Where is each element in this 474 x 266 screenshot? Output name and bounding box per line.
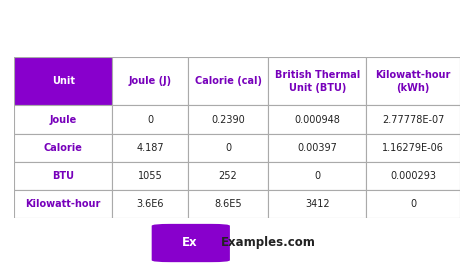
Bar (268, 162, 366, 190)
Bar (366, 57, 460, 106)
Bar (14, 162, 112, 190)
Text: 1055: 1055 (138, 171, 163, 181)
Bar (366, 190, 460, 218)
Text: 3.6E6: 3.6E6 (137, 199, 164, 209)
Bar (366, 105, 460, 134)
Text: BTU: BTU (52, 171, 74, 181)
Bar (14, 105, 112, 134)
Text: British Thermal
Unit (BTU): British Thermal Unit (BTU) (274, 70, 360, 93)
Bar (268, 134, 366, 162)
Bar (188, 105, 268, 134)
Text: CONVERSION OF ENERGY UNITS: CONVERSION OF ENERGY UNITS (76, 20, 398, 38)
Bar (112, 134, 188, 162)
Text: 0: 0 (225, 143, 231, 153)
Bar (188, 134, 268, 162)
Text: Calorie (cal): Calorie (cal) (195, 76, 262, 86)
Text: 3412: 3412 (305, 199, 329, 209)
Bar (366, 134, 460, 162)
Bar (112, 190, 188, 218)
Text: 0.00397: 0.00397 (297, 143, 337, 153)
Text: 8.6E5: 8.6E5 (214, 199, 242, 209)
Bar (188, 57, 268, 106)
Text: 0.000948: 0.000948 (294, 115, 340, 124)
Bar (14, 57, 112, 106)
Text: Kilowatt-hour: Kilowatt-hour (26, 199, 101, 209)
Bar (366, 162, 460, 190)
Text: 0: 0 (314, 171, 320, 181)
Bar (112, 105, 188, 134)
Bar (268, 57, 366, 106)
Bar (14, 134, 112, 162)
Bar (188, 190, 268, 218)
Text: 2.77778E-07: 2.77778E-07 (382, 115, 444, 124)
Bar (112, 57, 188, 106)
Text: 4.187: 4.187 (137, 143, 164, 153)
Text: 0.000293: 0.000293 (390, 171, 436, 181)
Text: Ex: Ex (182, 236, 198, 248)
FancyBboxPatch shape (152, 224, 230, 262)
Bar (188, 162, 268, 190)
Text: 252: 252 (219, 171, 237, 181)
Text: Joule: Joule (50, 115, 77, 124)
Text: Examples.com: Examples.com (220, 236, 315, 248)
Bar (112, 162, 188, 190)
Text: Unit: Unit (52, 76, 75, 86)
Text: 0: 0 (147, 115, 153, 124)
Bar (268, 190, 366, 218)
Text: 0: 0 (410, 199, 416, 209)
Text: 1.16279E-06: 1.16279E-06 (382, 143, 444, 153)
Bar (14, 190, 112, 218)
Text: Kilowatt-hour
(kWh): Kilowatt-hour (kWh) (375, 70, 451, 93)
Text: Calorie: Calorie (44, 143, 82, 153)
Text: Joule (J): Joule (J) (128, 76, 172, 86)
Text: 0.2390: 0.2390 (211, 115, 245, 124)
Bar (268, 105, 366, 134)
